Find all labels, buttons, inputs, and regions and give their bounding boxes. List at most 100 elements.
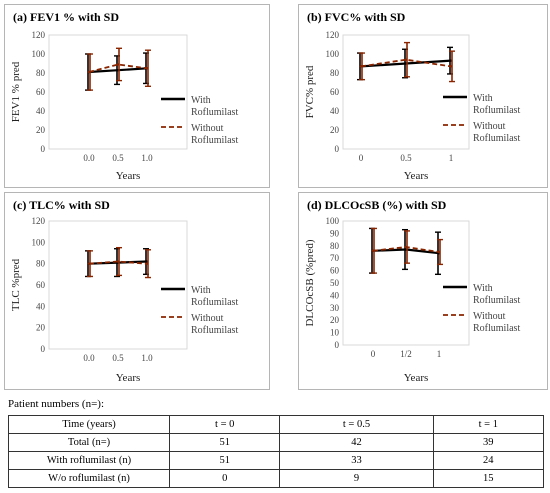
table-row: With roflumilast (n) 51 33 24 xyxy=(8,451,545,470)
legend-label-line: Roflumilast xyxy=(191,107,238,118)
x-axis-label: Years xyxy=(116,170,141,182)
y-tick-label: 0 xyxy=(41,344,46,354)
legend-label-line: Roflumilast xyxy=(473,295,520,306)
chart-panel-fvc: (b) FVC% with SD 0 20 40 60 80 100 120 0 0.5 1 Year… xyxy=(298,4,548,188)
chart-title: (d) DLCOcSB (%) with SD xyxy=(307,198,447,212)
table-cell: 33 xyxy=(279,451,434,470)
y-tick-label: 0 xyxy=(41,144,46,154)
y-tick-label: 60 xyxy=(36,280,46,290)
series-line xyxy=(88,63,148,73)
legend-label-line: Without xyxy=(191,313,224,324)
chart-title: (c) TLC% with SD xyxy=(13,198,110,212)
data-point xyxy=(145,262,149,265)
table-cell: 39 xyxy=(432,433,545,452)
table-header-cell: t = 0 xyxy=(168,415,281,434)
table-cell: 24 xyxy=(432,451,545,470)
x-tick-label: 0.5 xyxy=(400,153,412,163)
data-point xyxy=(87,262,91,265)
patient-numbers-caption: Patient numbers (n=): xyxy=(8,398,105,410)
table-cell: 0 xyxy=(168,469,281,488)
data-point xyxy=(404,58,408,61)
legend-label: Without Roflumilast xyxy=(191,313,238,336)
y-tick-label: 100 xyxy=(32,237,46,247)
y-tick-label: 60 xyxy=(36,87,46,97)
legend-label-line: Without xyxy=(191,123,224,134)
y-tick-label: 120 xyxy=(32,30,46,40)
x-axis-label: Years xyxy=(404,372,429,384)
y-tick-label: 20 xyxy=(330,315,340,325)
legend-label: With Roflumilast xyxy=(473,93,520,116)
y-tick-label: 40 xyxy=(36,301,46,311)
y-tick-label: 10 xyxy=(330,328,340,338)
data-point xyxy=(145,67,149,70)
legend-label: Without Roflumilast xyxy=(191,123,238,146)
y-tick-label: 80 xyxy=(36,259,46,269)
chart-svg: (b) FVC% with SD 0 20 40 60 80 100 120 0 0.5 1 Year… xyxy=(304,10,520,182)
table-cell: 9 xyxy=(279,469,434,488)
table-cell: 42 xyxy=(279,433,434,452)
y-axis-label: TLC %pred xyxy=(10,258,22,311)
legend-label: Without Roflumilast xyxy=(473,311,520,334)
y-tick-label: 0 xyxy=(335,144,340,154)
table-header-row: Time (years) t = 0 t = 0.5 t = 1 xyxy=(8,415,545,434)
legend-label-line: Roflumilast xyxy=(473,323,520,334)
table-cell: 51 xyxy=(168,451,281,470)
y-axis-label: FEV1 % pred xyxy=(10,61,22,122)
data-point xyxy=(116,63,120,66)
table-cell: Total (n=) xyxy=(8,433,170,452)
y-tick-label: 120 xyxy=(32,216,46,226)
legend-label: Without Roflumilast xyxy=(473,121,520,144)
legend-label-line: Without xyxy=(473,311,506,322)
legend-label-line: Roflumilast xyxy=(473,133,520,144)
y-tick-label: 80 xyxy=(330,241,340,251)
y-tick-label: 100 xyxy=(32,49,46,59)
y-tick-label: 0 xyxy=(335,340,340,350)
data-point xyxy=(371,249,375,252)
y-tick-label: 60 xyxy=(330,87,340,97)
table-header-cell: Time (years) xyxy=(8,415,170,434)
x-tick-label: 0.0 xyxy=(83,153,95,163)
plot-area xyxy=(342,220,470,346)
x-tick-label: 0 xyxy=(371,349,376,359)
x-tick-label: 1.0 xyxy=(141,153,153,163)
y-tick-label: 100 xyxy=(326,216,340,226)
legend-label: With Roflumilast xyxy=(191,95,238,118)
data-point xyxy=(437,250,441,254)
y-tick-label: 20 xyxy=(330,125,340,135)
y-tick-label: 20 xyxy=(36,323,46,333)
y-tick-label: 40 xyxy=(36,106,46,116)
legend-label: With Roflumilast xyxy=(473,283,520,306)
legend-label-line: Roflumilast xyxy=(191,325,238,336)
y-tick-label: 100 xyxy=(326,49,340,59)
plot-area xyxy=(48,220,188,350)
x-axis-label: Years xyxy=(116,372,141,384)
legend-label-line: Roflumilast xyxy=(191,297,238,308)
y-axis-label: DLCOcSB (%pred) xyxy=(304,239,316,326)
x-tick-label: 0.5 xyxy=(112,353,124,363)
table-header-cell: t = 0.5 xyxy=(279,415,434,434)
legend-label-line: With xyxy=(473,93,493,104)
patient-numbers-table: Time (years) t = 0 t = 0.5 t = 1 Total (… xyxy=(8,415,545,488)
plot-area xyxy=(342,34,470,150)
chart-panel-fev1: (a) FEV1 % with SD 0 20 40 60 80 100 120 0.0 0.5 1… xyxy=(4,4,270,188)
data-point xyxy=(449,65,453,68)
data-point xyxy=(404,245,408,249)
y-tick-label: 40 xyxy=(330,106,340,116)
legend-label-line: Roflumilast xyxy=(473,105,520,116)
table-cell: 15 xyxy=(432,469,545,488)
x-tick-label: 1 xyxy=(437,349,442,359)
y-tick-label: 70 xyxy=(330,253,340,263)
chart-svg: (a) FEV1 % with SD 0 20 40 60 80 100 120 0.0 0.5 1… xyxy=(10,10,238,182)
table-row: Total (n=) 51 42 39 xyxy=(8,433,545,452)
x-tick-label: 1.0 xyxy=(141,353,153,363)
x-tick-label: 0.0 xyxy=(83,353,95,363)
plot-area xyxy=(48,34,188,150)
y-tick-label: 30 xyxy=(330,303,340,313)
y-tick-label: 20 xyxy=(36,125,46,135)
data-point xyxy=(116,260,120,263)
y-tick-label: 90 xyxy=(330,228,340,238)
legend-label-line: With xyxy=(473,283,493,294)
series-line xyxy=(360,58,452,68)
data-point xyxy=(359,65,363,68)
chart-panel-dlco: (d) DLCOcSB (%) with SD 0 10 20 30 40 50 60 70 80… xyxy=(298,192,548,390)
